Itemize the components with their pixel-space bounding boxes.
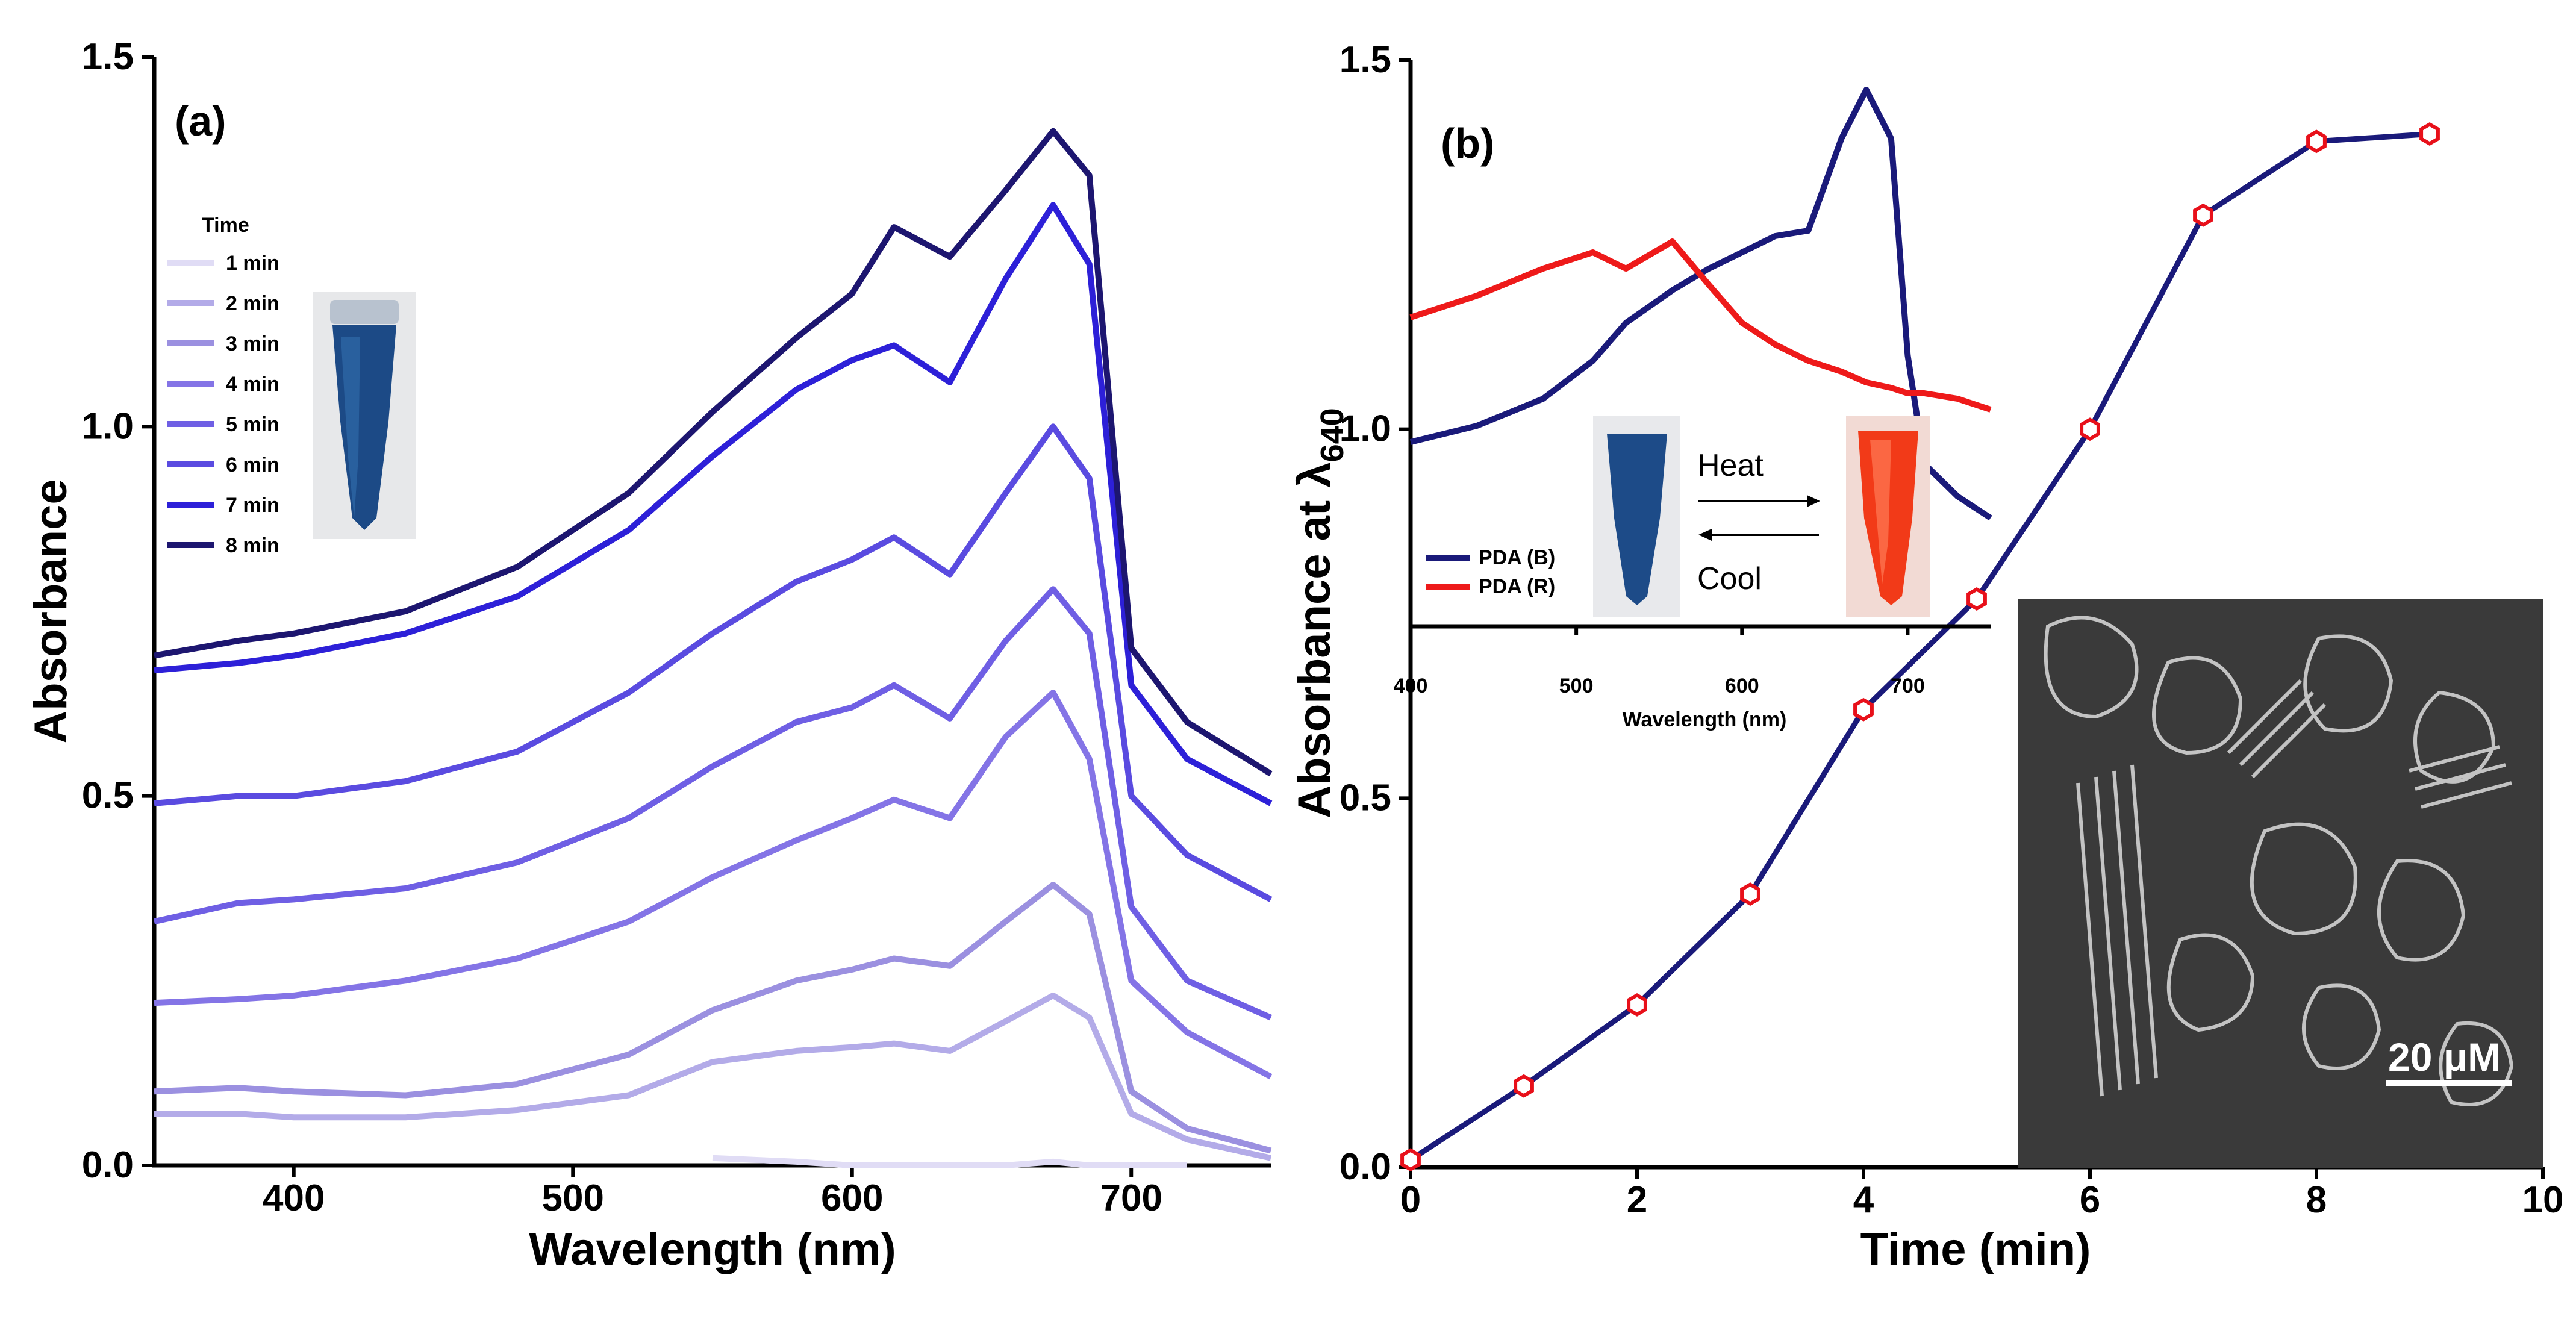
data-point-marker: [1740, 882, 1760, 906]
panel-a: 400 500 600 700 0.0 0.5 1.0 1.5 (a) Wavelength …: [25, 36, 1273, 1275]
panel-a-x-tick-label: 600: [821, 1177, 883, 1219]
inset-x-tick-label: 600: [1725, 675, 1759, 697]
panel-b-x-tick-label: 10: [2522, 1179, 2564, 1221]
panel-b-y-axis-label: Absorbance at λ640: [1289, 408, 1350, 818]
panel-a-legend: Time 1 min 2 min 3 min 4 min 5 min 6 min 7 min…: [167, 214, 279, 557]
sem-image: 20 μM: [2018, 599, 2543, 1168]
panel-b-series: [1400, 122, 2440, 1172]
panel-a-label: (a): [175, 98, 226, 145]
panel-b-x-tick-label: 6: [2080, 1179, 2100, 1221]
panel-b-x-tick-label: 2: [1627, 1179, 1647, 1221]
inset-x-tick-label: 400: [1394, 675, 1428, 697]
panel-b-y-tick-label: 0.0: [1339, 1146, 1391, 1188]
cool-label: Cool: [1697, 561, 1762, 596]
legend-label: 4 min: [226, 373, 279, 396]
inset-legend: PDA (B) PDA (R): [1426, 546, 1555, 598]
legend-label: 3 min: [226, 332, 279, 355]
panel-a-y-tick-label: 1.5: [82, 36, 134, 78]
data-point-marker: [2306, 129, 2327, 154]
panel-a-x-axis-label: Wavelength (nm): [529, 1224, 896, 1275]
series-line-4-min: [154, 689, 1273, 1080]
sem-scale-bar: [2386, 1080, 2512, 1086]
panel-b-x-tick-label: 0: [1400, 1179, 1421, 1221]
panel-b-y-tick-label: 1.0: [1339, 408, 1391, 450]
panel-b-y-axis-label-subscript: 640: [1314, 408, 1350, 462]
inset-series: [1409, 87, 1992, 521]
inset-red-vial-photo: [1846, 416, 1930, 617]
inset-x-tick-label: 500: [1559, 675, 1594, 697]
time-series-line: [1409, 131, 2430, 1162]
series-line-5-min: [153, 586, 1273, 1021]
heat-label: Heat: [1697, 448, 1764, 483]
panel-b-x-tick-label: 8: [2306, 1179, 2327, 1221]
panel-b-x-axis-label: Time (min): [1860, 1224, 2091, 1275]
panel-a-ticks: 400 500 600 700 0.0 0.5 1.0 1.5: [82, 36, 1162, 1219]
panel-b-y-tick-label: 0.5: [1339, 777, 1391, 818]
data-point-marker: [1627, 993, 1647, 1017]
legend-label: 7 min: [226, 494, 279, 517]
legend-label: 6 min: [226, 454, 279, 476]
legend-title: Time: [202, 214, 249, 237]
panel-a-y-axis-label: Absorbance: [25, 479, 76, 743]
series-line-6-min: [154, 423, 1273, 902]
inset-legend-label: PDA (R): [1479, 575, 1555, 598]
panel-a-x-tick-label: 700: [1100, 1177, 1162, 1219]
panel-a-axes: [152, 57, 1271, 1168]
panel-a-y-tick-label: 0.0: [82, 1144, 134, 1186]
inset-blue-vial-photo: [1593, 416, 1680, 617]
inset-legend-label: PDA (B): [1479, 546, 1555, 569]
panel-a-y-tick-label: 1.0: [82, 405, 134, 447]
inset-x-tick-label: 700: [1891, 675, 1925, 697]
cool-arrow: [1698, 529, 1819, 541]
panel-a-y-tick-label: 0.5: [82, 775, 134, 817]
data-point-marker: [1514, 1074, 1534, 1098]
panel-a-series: [153, 128, 1273, 1168]
data-point-marker: [2193, 203, 2213, 227]
legend-label: 2 min: [226, 292, 279, 315]
inset-series-line: [1409, 238, 1992, 413]
legend-label: 8 min: [226, 534, 279, 557]
inset-spectrum: 400 500 600 700 Wavelength (nm) PDA (B)PDA …: [1394, 87, 1992, 731]
data-point-marker: [1400, 1148, 1421, 1172]
heat-arrow: [1698, 495, 1820, 507]
data-point-marker: [2419, 122, 2440, 146]
series-line-7-min: [154, 202, 1273, 806]
series-line-2-min: [154, 992, 1272, 1161]
panel-b-y-tick-label: 1.5: [1339, 39, 1391, 81]
series-line-3-min: [154, 881, 1272, 1154]
panel-a-x-tick-label: 400: [263, 1177, 325, 1219]
panel-b-x-tick-label: 4: [1853, 1179, 1874, 1221]
series-line-8-min: [154, 128, 1273, 777]
panel-a-x-tick-label: 500: [542, 1177, 604, 1219]
legend-label: 1 min: [226, 252, 279, 275]
legend-label: 5 min: [226, 413, 279, 436]
panel-b-y-axis-label-main: Absorbance at λ: [1289, 462, 1340, 818]
inset-x-axis-label: Wavelength (nm): [1623, 708, 1787, 731]
data-point-marker: [1853, 697, 1874, 722]
panel-b-ticks: 0 2 4 6 8 10 0.0 0.5 1.0 1.5: [1339, 39, 2564, 1221]
blue-vial-photo: [313, 292, 416, 539]
data-point-marker: [1966, 587, 1987, 611]
panel-b-label: (b): [1441, 120, 1494, 167]
series-line-1-min: [712, 1155, 1187, 1168]
data-point-marker: [2080, 417, 2100, 441]
panel-b: 0 2 4 6 8 10 0.0 0.5 1.0 1.5 20 μM (b): [1289, 39, 2563, 1275]
inset-ticks: 400 500 600 700: [1394, 626, 1925, 697]
sem-scale-label: 20 μM: [2388, 1035, 2501, 1079]
